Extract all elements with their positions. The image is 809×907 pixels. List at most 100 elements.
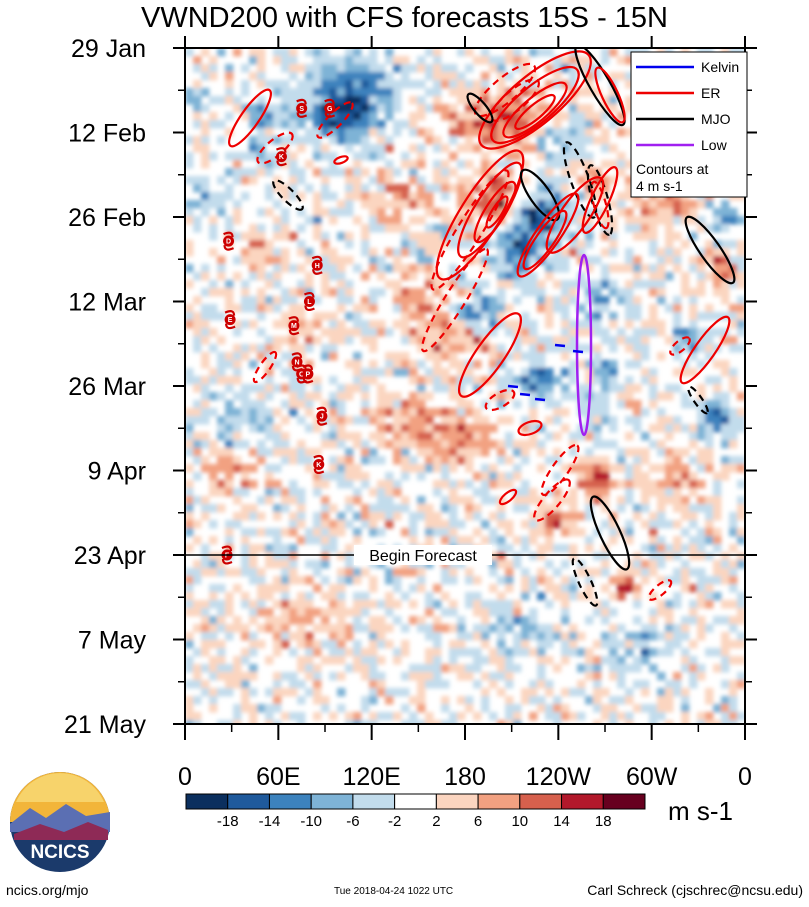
field-cell <box>201 392 210 401</box>
field-cell <box>353 512 362 521</box>
field-cell <box>337 624 346 633</box>
field-cell <box>185 640 194 649</box>
field-cell <box>489 472 498 481</box>
field-cell <box>617 128 626 137</box>
field-cell <box>601 600 610 609</box>
field-cell <box>185 368 194 377</box>
field-cell <box>409 248 418 257</box>
field-cell <box>729 312 738 321</box>
field-cell <box>481 136 490 145</box>
field-cell <box>537 704 546 713</box>
field-cell <box>241 472 250 481</box>
field-cell <box>409 600 418 609</box>
field-cell <box>273 112 282 121</box>
field-cell <box>553 704 562 713</box>
field-cell <box>457 72 466 81</box>
field-cell <box>425 632 434 641</box>
field-cell <box>417 200 426 209</box>
field-cell <box>209 312 218 321</box>
field-cell <box>449 440 458 449</box>
field-cell <box>497 664 506 673</box>
field-cell <box>649 264 658 273</box>
field-cell <box>377 712 386 721</box>
field-cell <box>385 472 394 481</box>
field-cell <box>617 160 626 169</box>
field-cell <box>273 344 282 353</box>
field-cell <box>737 552 745 561</box>
field-cell <box>697 200 706 209</box>
field-cell <box>297 376 306 385</box>
field-cell <box>721 272 730 281</box>
field-cell <box>393 616 402 625</box>
field-cell <box>489 672 498 681</box>
field-cell <box>689 640 698 649</box>
field-cell <box>697 384 706 393</box>
field-cell <box>665 704 674 713</box>
field-cell <box>185 376 194 385</box>
field-cell <box>449 184 458 193</box>
field-cell <box>521 544 530 553</box>
field-cell <box>689 400 698 409</box>
field-cell <box>529 536 538 545</box>
field-cell <box>465 440 474 449</box>
field-cell <box>457 424 466 433</box>
field-cell <box>481 424 490 433</box>
field-cell <box>481 536 490 545</box>
field-cell <box>641 336 650 345</box>
field-cell <box>433 680 442 689</box>
field-cell <box>705 648 714 657</box>
field-cell <box>433 56 442 65</box>
field-cell <box>529 280 538 289</box>
field-cell <box>369 584 378 593</box>
field-cell <box>721 416 730 425</box>
field-cell <box>297 88 306 97</box>
field-cell <box>425 720 434 724</box>
field-cell <box>289 376 298 385</box>
field-cell <box>481 688 490 697</box>
field-cell <box>265 608 274 617</box>
field-cell <box>281 184 290 193</box>
field-cell <box>505 560 514 569</box>
wave-contour <box>272 179 304 211</box>
field-cell <box>497 632 506 641</box>
field-cell <box>241 536 250 545</box>
field-cell <box>609 72 618 81</box>
field-cell <box>305 632 314 641</box>
field-cell <box>337 592 346 601</box>
field-cell <box>329 88 338 97</box>
field-cell <box>273 600 282 609</box>
field-cell <box>425 504 434 513</box>
storm-arm-top <box>291 352 303 358</box>
field-cell <box>321 344 330 353</box>
field-cell <box>201 440 210 449</box>
field-cell <box>649 320 658 329</box>
field-cell <box>337 672 346 681</box>
field-cell <box>193 64 202 73</box>
field-cell <box>393 192 402 201</box>
field-cell <box>449 520 458 529</box>
field-cell <box>289 448 298 457</box>
field-cell <box>497 264 506 273</box>
field-cell <box>281 104 290 113</box>
field-cell <box>329 400 338 409</box>
field-cell <box>201 680 210 689</box>
footer-url[interactable]: ncics.org/mjo <box>6 882 89 898</box>
field-cell <box>609 608 618 617</box>
field-cell <box>417 288 426 297</box>
field-cell <box>481 672 490 681</box>
field-cell <box>417 616 426 625</box>
field-cell <box>505 104 514 113</box>
field-cell <box>297 640 306 649</box>
field-cell <box>481 432 490 441</box>
field-cell <box>689 208 698 217</box>
field-cell <box>377 144 386 153</box>
field-cell <box>465 208 474 217</box>
field-cell <box>537 632 546 641</box>
field-cell <box>593 208 602 217</box>
field-cell <box>417 312 426 321</box>
field-cell <box>257 160 266 169</box>
field-cell <box>633 552 642 561</box>
field-cell <box>593 496 602 505</box>
field-cell <box>649 480 658 489</box>
field-cell <box>225 64 234 73</box>
